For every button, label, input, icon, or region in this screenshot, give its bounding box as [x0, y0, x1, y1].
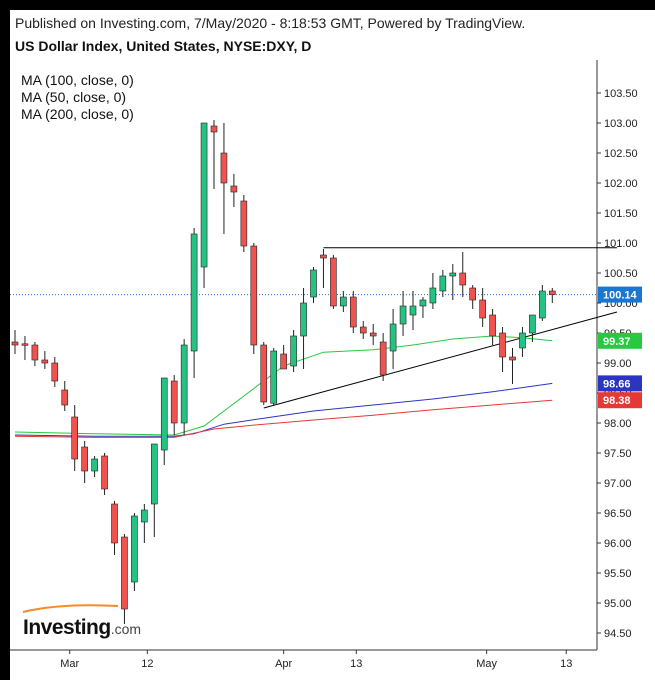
x-tick-label: Mar — [60, 658, 79, 670]
candle-down — [31, 344, 39, 361]
candle-down — [101, 455, 108, 490]
ma-50-label[interactable]: MA (50, close, 0) — [21, 89, 127, 105]
candle-down — [548, 290, 556, 295]
last-price-tag: 100.14 — [603, 290, 638, 302]
candle-down — [21, 343, 29, 346]
chart-panel — [10, 10, 655, 680]
y-tick-label: 101.50 — [604, 208, 638, 220]
y-tick-label: 96.50 — [604, 508, 632, 520]
candle-up — [539, 290, 546, 319]
ma-200-tag-bg — [598, 392, 642, 409]
candle-down — [280, 353, 287, 370]
candle-up — [190, 233, 198, 352]
ma-100-tag: 98.66 — [603, 378, 631, 390]
candle-up — [180, 344, 188, 424]
candle-down — [359, 326, 367, 334]
logo-main: Investing — [23, 616, 111, 639]
candle-down — [489, 314, 496, 337]
candle-up — [141, 509, 148, 523]
candle-up — [131, 515, 138, 583]
candle-up — [290, 335, 297, 367]
candle-down — [479, 299, 486, 319]
candle-down — [469, 287, 477, 301]
published-note: Published on Investing.com, 7/May/2020 -… — [15, 15, 526, 31]
ma-200-label[interactable]: MA (200, close, 0) — [21, 106, 134, 122]
candle-down — [349, 296, 357, 328]
y-tick-label: 95.50 — [604, 568, 632, 580]
candle-down — [170, 380, 178, 424]
candle-up — [449, 272, 457, 277]
y-tick-label: 101.00 — [604, 238, 638, 250]
candle-down — [220, 152, 228, 184]
ma-100-label[interactable]: MA (100, close, 0) — [21, 72, 134, 88]
y-tick-label: 95.00 — [604, 598, 632, 610]
candle-up — [160, 377, 168, 451]
ma-100-line — [14, 382, 553, 437]
ma-200-line — [14, 399, 553, 438]
candle-up — [151, 443, 158, 505]
candle-up — [439, 275, 447, 292]
ma-50-tag: 99.37 — [603, 336, 631, 348]
y-tick-label: 102.50 — [604, 148, 638, 160]
candle-up — [519, 332, 526, 349]
ma-200-tag: 98.38 — [603, 395, 631, 407]
candle-up — [91, 458, 98, 472]
candle-up — [340, 296, 347, 307]
candle-down — [369, 332, 377, 337]
y-tick-label: 98.00 — [604, 418, 632, 430]
candle-down — [230, 185, 238, 193]
candle-down — [210, 125, 218, 133]
candle-down — [509, 356, 516, 361]
candle-up — [399, 305, 407, 325]
y-tick-label: 97.50 — [604, 448, 632, 460]
candle-down — [320, 254, 327, 259]
x-tick-label: May — [476, 658, 497, 670]
ma-50-tag-bg — [598, 332, 642, 349]
candle-up — [200, 122, 208, 268]
candle-up — [529, 314, 536, 334]
candle-down — [71, 416, 78, 460]
logo-swoosh — [22, 604, 119, 613]
candle-up — [419, 299, 427, 307]
candle-down — [51, 362, 59, 382]
candle-down — [330, 257, 337, 307]
candle-up — [300, 302, 307, 337]
y-tick-label: 103.50 — [604, 88, 638, 100]
candle-down — [41, 359, 49, 364]
candle-down — [81, 446, 88, 472]
candle-up — [429, 287, 437, 304]
ma-100-tag-bg — [598, 375, 642, 392]
x-tick-label: 13 — [350, 658, 362, 670]
candle-down — [250, 245, 258, 346]
candle-down — [11, 341, 19, 346]
y-tick-label: 102.00 — [604, 178, 638, 190]
candle-down — [111, 503, 118, 544]
candle-down — [379, 341, 387, 376]
y-tick-label: 97.00 — [604, 478, 632, 490]
investing-logo: Investing.com — [23, 616, 141, 640]
x-tick-label: Apr — [275, 658, 292, 670]
y-tick-label: 99.00 — [604, 358, 632, 370]
y-tick-label: 94.50 — [604, 628, 632, 640]
candle-up — [310, 269, 317, 298]
candle-down — [61, 389, 69, 406]
candle-down — [260, 344, 268, 403]
candle-up — [409, 305, 417, 316]
x-tick-label: 13 — [560, 658, 572, 670]
candle-up — [270, 350, 278, 404]
y-tick-label: 103.00 — [604, 118, 638, 130]
logo-suffix: .com — [110, 621, 142, 637]
last-price-tag-bg — [598, 286, 642, 303]
chart-title[interactable]: US Dollar Index, United States, NYSE:DXY… — [15, 38, 312, 54]
candle-down — [121, 536, 128, 610]
support-trendline — [263, 311, 618, 409]
candle-up — [389, 323, 397, 352]
y-tick-label: 100.50 — [604, 268, 638, 280]
x-tick-label: 12 — [141, 658, 153, 670]
candle-down — [459, 272, 467, 286]
candle-down — [499, 332, 506, 358]
candle-down — [240, 200, 248, 247]
y-tick-label: 96.00 — [604, 538, 632, 550]
